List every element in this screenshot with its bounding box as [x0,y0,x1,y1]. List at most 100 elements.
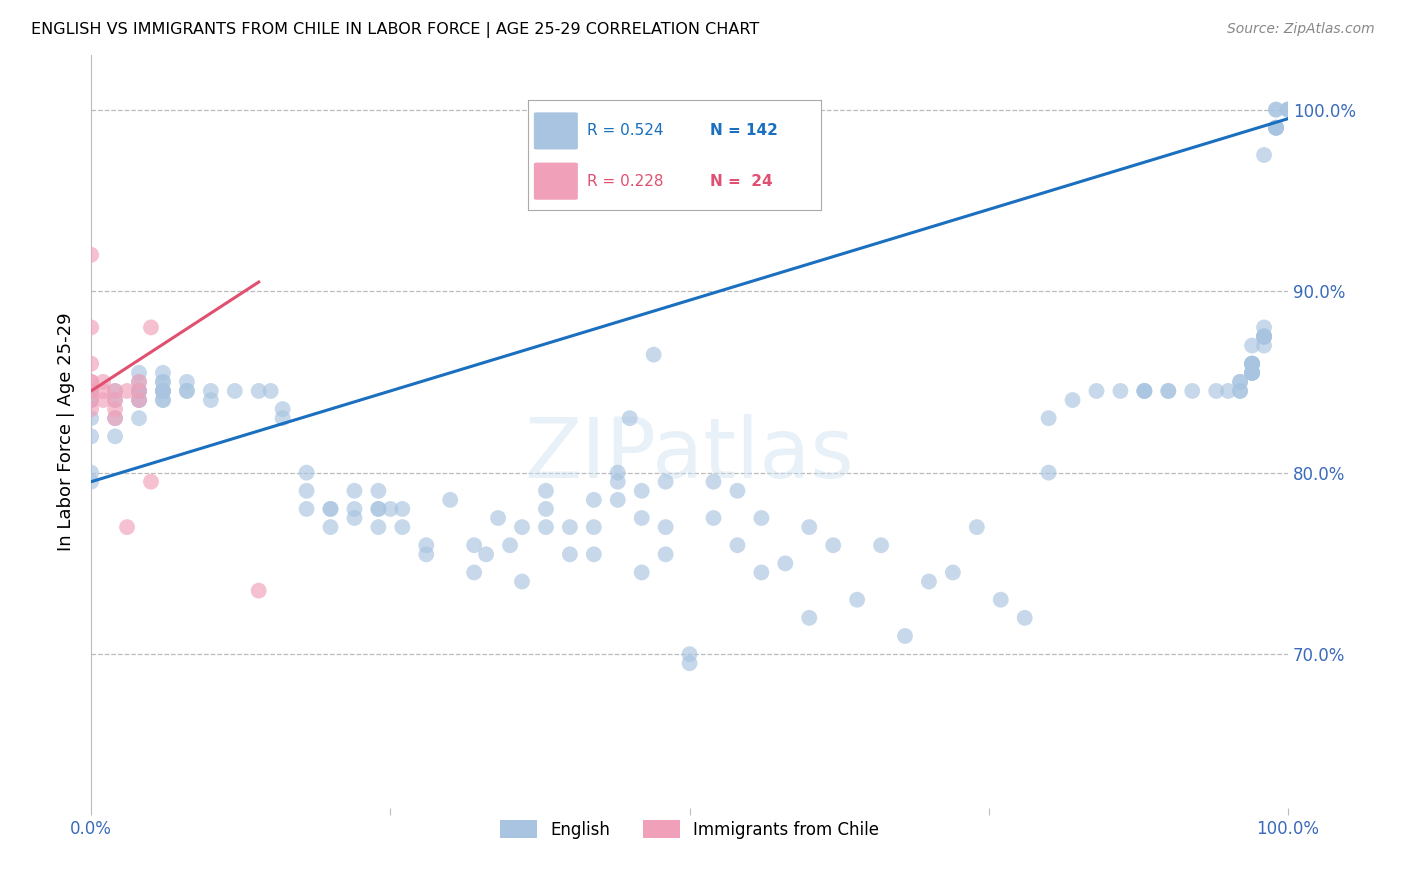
Point [1253,329,1275,343]
Point [80,384,103,398]
Point [367,502,389,516]
Point [990,592,1012,607]
Point [1014,611,1036,625]
Point [1241,366,1264,380]
Point [80,357,103,371]
Point [80,466,103,480]
Point [128,375,150,389]
Point [751,511,773,525]
Point [1265,120,1288,135]
Point [966,520,988,534]
Point [606,466,628,480]
Point [510,574,533,589]
Point [1205,384,1227,398]
Point [128,411,150,425]
Point [1157,384,1180,398]
Legend: English, Immigrants from Chile: English, Immigrants from Chile [494,814,886,846]
Point [725,538,748,552]
Point [702,511,724,525]
Point [139,320,162,334]
Point [128,392,150,407]
Point [139,475,162,489]
Point [104,411,127,425]
Point [799,611,821,625]
Point [80,475,103,489]
Point [1229,375,1251,389]
Point [1241,357,1264,371]
Point [1253,148,1275,162]
Point [247,384,270,398]
Point [104,402,127,417]
Point [295,483,318,498]
Point [475,547,498,561]
Point [176,375,198,389]
Point [152,384,174,398]
Point [128,384,150,398]
Point [80,392,103,407]
Point [534,502,557,516]
Point [260,384,283,398]
Point [80,402,103,417]
Point [894,629,917,643]
Point [1229,375,1251,389]
Point [1133,384,1156,398]
Point [1277,103,1299,117]
Point [1241,366,1264,380]
Point [104,411,127,425]
Point [367,502,389,516]
Point [343,483,366,498]
Point [152,392,174,407]
Point [128,384,150,398]
Point [271,402,294,417]
Point [128,384,150,398]
Point [380,502,402,516]
Point [582,520,605,534]
Point [1253,320,1275,334]
Point [128,375,150,389]
Point [319,502,342,516]
Point [582,547,605,561]
Point [630,511,652,525]
Point [367,520,389,534]
Point [115,384,138,398]
Point [80,411,103,425]
Point [846,592,869,607]
Point [1241,366,1264,380]
Point [1229,384,1251,398]
Point [200,392,222,407]
Point [1265,120,1288,135]
Point [128,366,150,380]
Point [91,392,114,407]
Point [343,511,366,525]
Text: Source: ZipAtlas.com: Source: ZipAtlas.com [1227,22,1375,37]
Point [391,520,413,534]
Point [271,411,294,425]
Text: ZIPatlas: ZIPatlas [524,414,855,495]
Point [319,520,342,534]
Point [775,557,797,571]
Point [751,566,773,580]
Point [678,647,700,661]
Point [499,538,522,552]
Point [534,483,557,498]
Point [176,384,198,398]
Point [104,384,127,398]
Point [104,392,127,407]
Point [606,475,628,489]
Point [104,392,127,407]
Point [463,566,485,580]
Point [1109,384,1132,398]
Point [200,384,222,398]
Point [654,547,676,561]
Point [128,392,150,407]
Point [1253,338,1275,352]
Point [152,384,174,398]
Point [343,502,366,516]
Point [152,384,174,398]
Point [128,384,150,398]
Point [630,566,652,580]
Point [1265,103,1288,117]
Point [1038,466,1060,480]
Point [152,366,174,380]
Point [247,583,270,598]
